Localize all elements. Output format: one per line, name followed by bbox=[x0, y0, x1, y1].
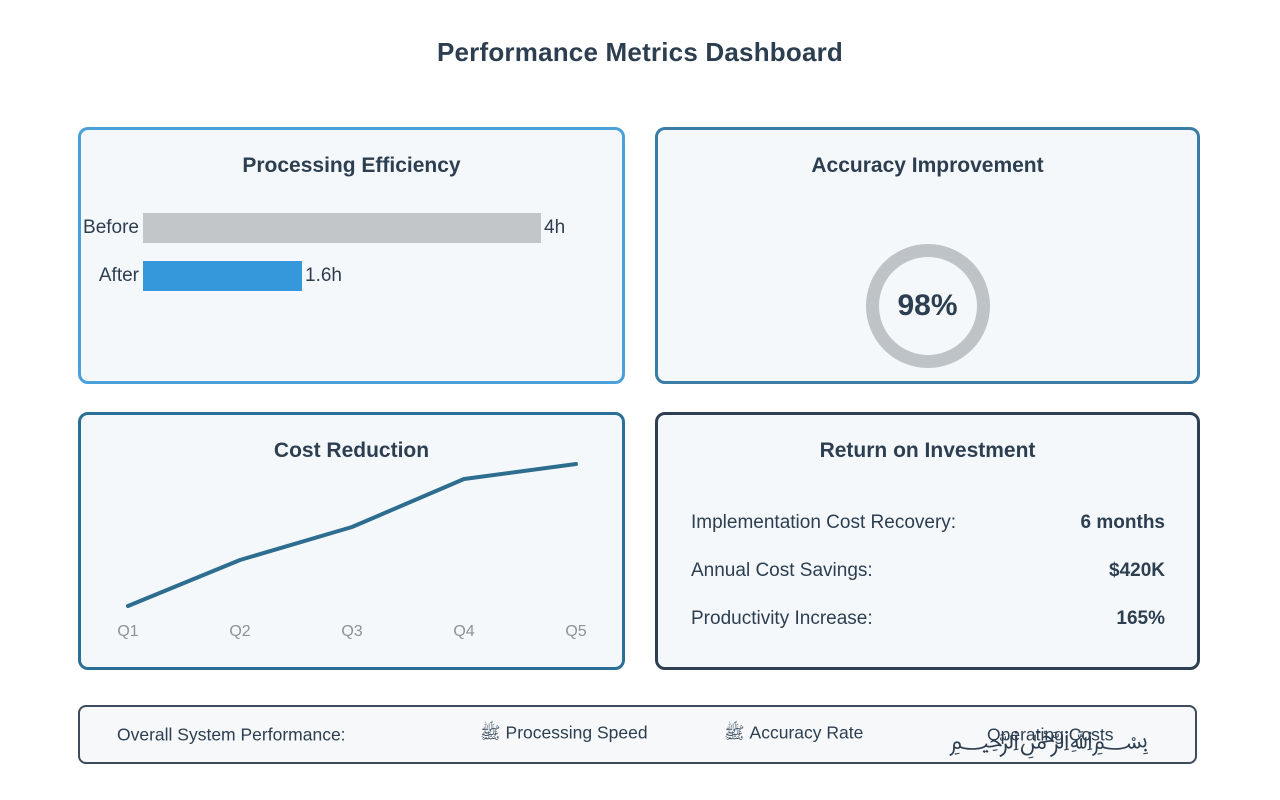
bar-after bbox=[143, 261, 302, 291]
roi-label: Productivity Increase: bbox=[691, 608, 873, 629]
bar-value-label: 4h bbox=[544, 217, 566, 238]
card-cost-reduction: Cost Reduction Q1 Q2 Q3 Q4 Q5 bbox=[78, 412, 625, 670]
roi-row: Implementation Cost Recovery: 6 months bbox=[691, 512, 1165, 534]
legend-label: Operating Costs bbox=[987, 724, 1114, 744]
legend-item-accuracy-rate: ﷺ Accuracy Rate bbox=[724, 722, 863, 747]
x-tick-label: Q1 bbox=[117, 623, 139, 640]
bar-row-before: Before 4h bbox=[81, 213, 616, 243]
gauge-value: 98% bbox=[897, 289, 958, 322]
card-title-cost-reduction: Cost Reduction bbox=[273, 439, 430, 462]
overall-performance-label: Overall System Performance: bbox=[117, 724, 346, 744]
roi-value: $420K bbox=[1109, 560, 1165, 581]
gauge-ring: 98% bbox=[865, 244, 990, 368]
card-title-return-on-investment: Return on Investment bbox=[819, 439, 1036, 462]
x-tick-label: Q2 bbox=[229, 623, 251, 640]
bar-row-after: After 1.6h bbox=[81, 261, 616, 291]
cost-line-path bbox=[126, 462, 578, 608]
roi-row: Annual Cost Savings: $420K bbox=[691, 560, 1165, 582]
arabic-ligature-icon: ﷺ bbox=[724, 723, 745, 742]
roi-row: Productivity Increase: 165% bbox=[691, 608, 1165, 630]
legend-item-processing-speed: ﷺ Processing Speed bbox=[480, 722, 648, 747]
overall-performance-bar: Overall System Performance: ﷺ Processing … bbox=[78, 705, 1197, 764]
x-tick-label: Q3 bbox=[341, 623, 363, 640]
bar-category-label: After bbox=[98, 265, 139, 286]
arabic-ligature-icon: ﷺ bbox=[480, 723, 501, 742]
card-return-on-investment: Return on Investment Implementation Cost… bbox=[655, 412, 1200, 670]
legend-label: Processing Speed bbox=[505, 722, 648, 742]
legend-label: Accuracy Rate bbox=[749, 722, 864, 742]
x-tick-label: Q5 bbox=[565, 623, 587, 640]
bar-value-label: 1.6h bbox=[305, 265, 342, 286]
roi-label: Annual Cost Savings: bbox=[691, 560, 873, 581]
card-title-processing-efficiency: Processing Efficiency bbox=[242, 154, 461, 177]
bar-category-label: Before bbox=[83, 217, 139, 238]
roi-label: Implementation Cost Recovery: bbox=[691, 512, 957, 533]
cost-line-chart bbox=[126, 462, 578, 608]
card-processing-efficiency: Processing Efficiency Before 4h After 1.… bbox=[78, 127, 625, 384]
card-accuracy-improvement: Accuracy Improvement 98% bbox=[655, 127, 1200, 384]
legend-item-operating-costs: ﷽ Operating Costs bbox=[949, 724, 1149, 754]
roi-value: 6 months bbox=[1080, 512, 1165, 533]
card-title-accuracy-improvement: Accuracy Improvement bbox=[811, 154, 1044, 177]
page-title: Performance Metrics Dashboard bbox=[436, 37, 844, 67]
bar-before bbox=[143, 213, 541, 243]
roi-value: 165% bbox=[1116, 608, 1165, 629]
x-tick-label: Q4 bbox=[453, 623, 475, 640]
